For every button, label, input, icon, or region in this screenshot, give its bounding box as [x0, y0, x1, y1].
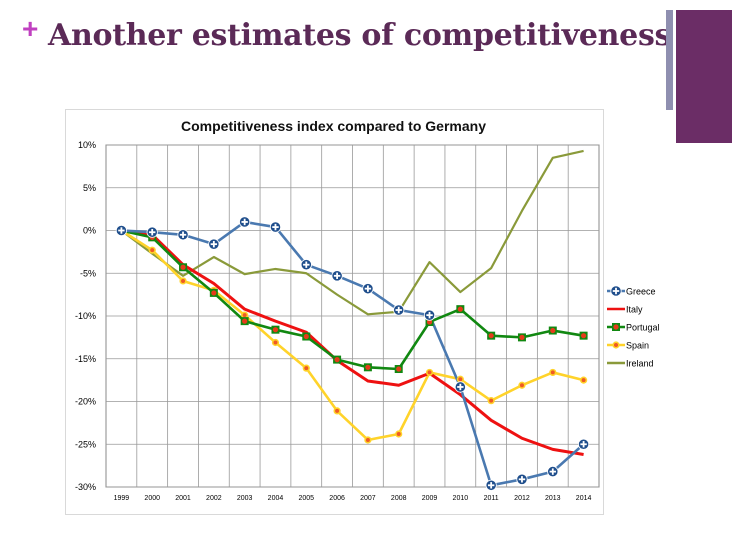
spain-point-center	[304, 366, 309, 371]
y-tick-label: 0%	[83, 226, 96, 236]
spain-point-center	[365, 437, 370, 442]
spain-point-center	[458, 377, 463, 382]
y-tick-label: -10%	[75, 311, 96, 321]
x-tick-label: 2013	[545, 495, 561, 502]
x-tick-label: 2002	[206, 495, 222, 502]
accent-bar	[666, 10, 673, 110]
y-tick-label: 10%	[78, 140, 96, 150]
x-tick-label: 1999	[114, 495, 130, 502]
x-tick-label: 2000	[144, 495, 160, 502]
x-tick-label: 2003	[237, 495, 253, 502]
x-tick-label: 2005	[298, 495, 314, 502]
spain-point-center	[335, 408, 340, 413]
portugal-point-center	[180, 264, 186, 270]
legend-label-italy: Italy	[626, 305, 643, 315]
spain-point-center	[396, 431, 401, 436]
portugal-point-center	[613, 324, 619, 330]
x-tick-label: 2010	[453, 495, 469, 502]
portugal-point-center	[272, 327, 279, 333]
x-tick-label: 2004	[268, 495, 284, 502]
portugal-point-center	[426, 319, 433, 325]
spain-point-center	[519, 383, 524, 388]
legend-label-greece: Greece	[626, 287, 656, 297]
title-plus-glyph: +	[22, 13, 39, 44]
spain-point-center	[181, 278, 186, 283]
y-tick-label: -20%	[75, 397, 96, 407]
portugal-point-center	[303, 333, 309, 340]
series-line-spain	[120, 229, 584, 442]
y-tick-label: 5%	[83, 183, 96, 193]
slide-title: Another estimates of competitiveness	[48, 18, 672, 53]
y-tick-label: -25%	[75, 439, 96, 449]
spain-point-center	[273, 340, 278, 345]
portugal-point-center	[365, 364, 371, 370]
portugal-point-center	[396, 366, 402, 372]
spain-point-center	[550, 370, 555, 375]
series-line-greece	[121, 220, 585, 487]
portugal-point-center	[519, 334, 525, 340]
x-tick-label: 2007	[360, 495, 376, 502]
legend-label-portugal: Portugal	[626, 323, 660, 333]
x-tick-label: 2014	[576, 495, 592, 502]
spain-point-center	[581, 378, 586, 383]
series-line-ireland	[120, 149, 584, 316]
x-tick-label: 2008	[391, 495, 407, 502]
legend-label-ireland: Ireland	[626, 359, 654, 369]
y-tick-label: -30%	[75, 482, 96, 492]
spain-point-center	[150, 248, 155, 253]
series-line-italy	[121, 229, 584, 456]
portugal-point-center	[488, 333, 494, 339]
portugal-point-center	[242, 318, 248, 324]
chart-title: Competitiveness index compared to German…	[181, 118, 486, 134]
spain-point-center	[489, 398, 494, 403]
x-tick-label: 2012	[514, 495, 530, 502]
portugal-point-center	[211, 290, 217, 296]
portugal-point-center	[457, 306, 463, 312]
portugal-point-center	[334, 357, 340, 363]
x-tick-label: 2011	[484, 495, 499, 502]
spain-point-center	[614, 343, 618, 347]
spain-point-center	[242, 313, 247, 318]
x-tick-label: 2006	[329, 495, 345, 502]
series-line-portugal	[121, 229, 584, 371]
y-tick-label: -5%	[80, 268, 96, 278]
chart-frame	[65, 109, 604, 515]
portugal-point-center	[550, 327, 556, 334]
x-tick-label: 2009	[422, 495, 438, 502]
portugal-point-center	[580, 333, 587, 339]
x-tick-label: 2001	[175, 495, 191, 502]
accent-block	[676, 10, 732, 143]
y-tick-label: -15%	[75, 354, 96, 364]
legend-label-spain: Spain	[626, 341, 649, 351]
spain-point-center	[427, 370, 432, 375]
